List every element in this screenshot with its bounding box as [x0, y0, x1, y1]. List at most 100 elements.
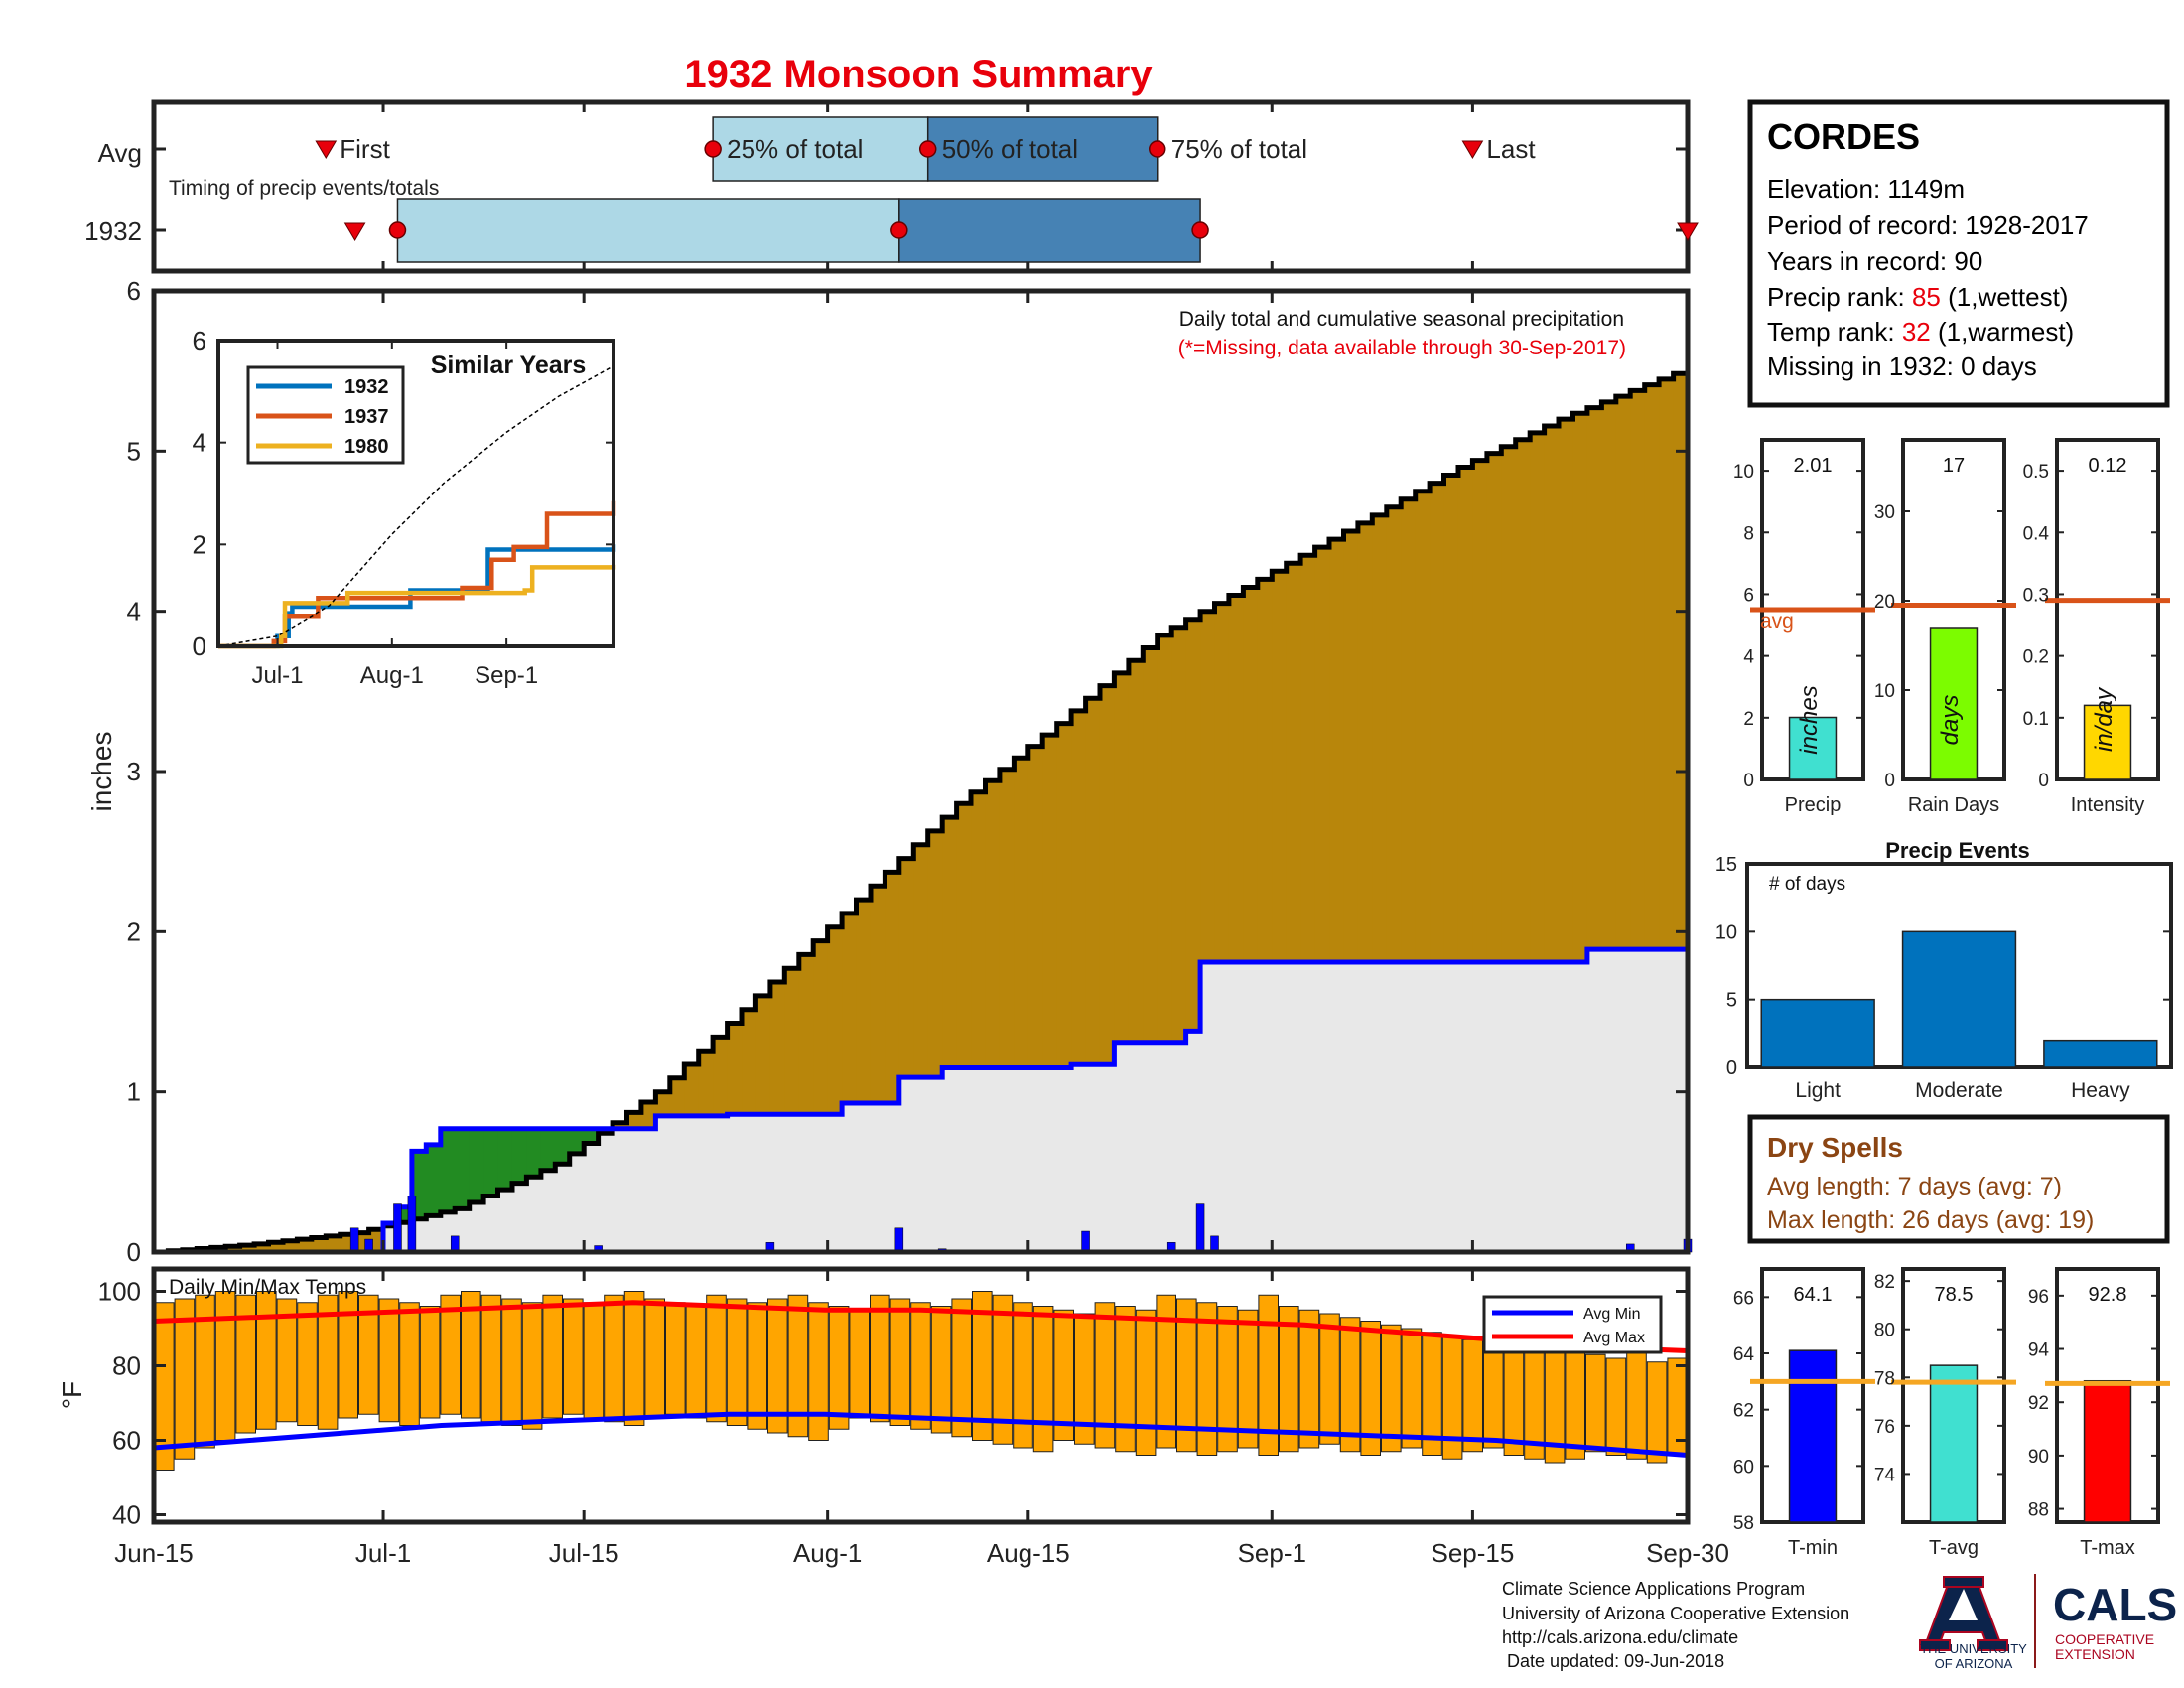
temperature-chart: 40 60 80 100 Daily Min/Max Temps °F Avg Min… [57, 1266, 1729, 1568]
surplus-area-strip [440, 1128, 456, 1212]
precip-events-title: Precip Events [1885, 838, 2030, 863]
precip-stat-value-bar [1929, 627, 1979, 780]
deficit-area-strip [1559, 419, 1574, 962]
surplus-area-strip [455, 1128, 471, 1209]
deficit-area-strip [1314, 547, 1330, 962]
surplus-area-strip [569, 1128, 585, 1154]
precip-stat-tick-label: 10 [1733, 462, 1754, 483]
daily-temp-bar [808, 1302, 829, 1441]
daily-temp-bar [1360, 1321, 1382, 1456]
precip-stat-x-label: Precip [1785, 794, 1842, 816]
ua-logo-text-line-2: OF ARIZONA [1935, 1656, 2013, 1671]
precip-stat-tick-label: 4 [1743, 647, 1754, 668]
deficit-area-strip [1630, 390, 1646, 950]
surplus-area-strip [426, 1144, 442, 1216]
daily-temp-bar [623, 1291, 645, 1426]
deficit-area-strip [727, 1023, 743, 1115]
deficit-area-strip [1430, 483, 1445, 962]
timing-panel: First 25% of total 50% of total 75% of tota… [84, 99, 1699, 274]
deficit-area-strip [1601, 401, 1617, 950]
deficit-area-strip [1042, 735, 1058, 1068]
precip-events-ylabel: # of days [1769, 874, 1845, 895]
temp-tick-label: 60 [1733, 1457, 1754, 1477]
deficit-area-strip [613, 1122, 628, 1129]
surplus-area-strip [469, 1128, 484, 1202]
x-tick-label: Jul-1 [355, 1538, 411, 1568]
precip-stat-x-label: Intensity [2071, 794, 2144, 816]
deficit-area-strip [311, 1237, 327, 1252]
daily-temp-bar [563, 1298, 584, 1415]
temp-tick-label: 94 [2028, 1340, 2050, 1361]
daily-precip-bar [1081, 1230, 1090, 1253]
precip-stat-tick-label: 10 [1874, 681, 1895, 702]
temp-legend: Avg Min Avg Max [1482, 1295, 1663, 1354]
temp-tick-label: 58 [1733, 1513, 1754, 1534]
daily-temp-bar [849, 1309, 871, 1419]
x-tick-label: Sep-30 [1646, 1538, 1729, 1568]
dry-spells-title: Dry Spells [1767, 1132, 1903, 1163]
temp-panel-2: 88 90 92 94 96 92.8 T-max [2028, 1267, 2170, 1559]
footer-line-1: Climate Science Applications Program [1502, 1579, 1805, 1599]
deficit-area-strip [1457, 467, 1474, 962]
daily-temp-bar [174, 1298, 196, 1460]
deficit-area-strip [640, 1102, 656, 1129]
dry-spells-frame [1747, 1114, 2170, 1244]
temp-y-axis-label: °F [57, 1381, 87, 1409]
main-chart-content [154, 367, 1693, 1255]
daily-temp-bar [235, 1294, 256, 1434]
daily-temp-bar [1565, 1350, 1586, 1460]
deficit-area-strip [956, 803, 972, 1068]
temp-chart-border [151, 1266, 1691, 1525]
deficit-area-strip [842, 913, 858, 1103]
deficit-area-strip [1386, 506, 1402, 962]
daily-precip-bar [1195, 1203, 1205, 1253]
daily-temp-bar [461, 1291, 481, 1419]
temp-y-tick-label: 40 [112, 1500, 141, 1530]
precip-stat-value-label: 0.12 [2089, 455, 2127, 477]
daily-temp-bar [930, 1306, 952, 1434]
station-info-box: CORDES Elevation: 1149m Period of record… [1747, 99, 2170, 408]
deficit-area-strip [1243, 587, 1259, 962]
deficit-area-strip [827, 926, 843, 1115]
precip-stat-panel-0: 0 2 4 6 8 10 2.01 Precip inches avg [1733, 438, 1875, 816]
daily-temp-bar [1032, 1306, 1054, 1453]
precip-stat-avg-label: avg [1760, 610, 1794, 633]
temp-tick-label: 74 [1874, 1465, 1896, 1485]
temp-legend-box [1482, 1295, 1663, 1354]
deficit-area-strip [1515, 439, 1531, 962]
1932-25-50-box [396, 198, 900, 263]
temp-chart-title: Daily Min/Max Temps [169, 1276, 366, 1299]
deficit-area-strip [1056, 723, 1072, 1068]
daily-temp-bar [604, 1294, 624, 1423]
avg-max-line [153, 1300, 1689, 1353]
avg-last-marker [1461, 140, 1484, 159]
deficit-area-strip [1329, 539, 1345, 962]
temp-x-label: T-max [2080, 1537, 2135, 1559]
deficit-area-strip [1501, 446, 1517, 962]
temp-chart-content [153, 1291, 1689, 1471]
deficit-area-strip [1114, 672, 1130, 1043]
precip-stat-value-bar [1788, 716, 1838, 780]
daily-temp-bar [195, 1294, 215, 1449]
daily-temp-bar [1462, 1338, 1484, 1453]
deficit-area-strip [1200, 611, 1216, 962]
precip-stat-tick-label: 20 [1874, 592, 1895, 613]
inset-x-tick-label: Aug-1 [360, 662, 424, 689]
precip-stat-tick-label: 6 [1743, 585, 1754, 606]
inset-y-tick-label: 6 [193, 326, 206, 355]
deficit-area-strip [297, 1239, 313, 1252]
temp-tick-label: 62 [1733, 1401, 1754, 1422]
deficit-area-strip [898, 858, 914, 1078]
precip-stat-tick-label: 2 [1743, 709, 1754, 730]
precip-events-content: Light Moderate Heavy 0 5 10 15 [1715, 854, 2171, 1102]
main-y-tick-label: 4 [127, 597, 141, 627]
precip-events-tick-label: 10 [1715, 921, 1737, 943]
inset-legend: 1932 1937 1980 [246, 365, 405, 465]
temp-stat-panels: 58 60 62 64 66 64.1 T-min 74 76 78 80 82 78.5 T-avg 88… [1733, 1267, 2170, 1559]
inset-x-tick-label: Jul-1 [251, 662, 303, 689]
station-years: Years in record: 90 [1767, 246, 1982, 276]
x-tick-label: Sep-15 [1431, 1538, 1514, 1568]
temp-y-ticks: 40 60 80 100 [98, 1277, 1688, 1530]
cals-coop-line-1: COOPERATIVE [2055, 1631, 2154, 1647]
daily-temp-bar [1237, 1309, 1259, 1449]
